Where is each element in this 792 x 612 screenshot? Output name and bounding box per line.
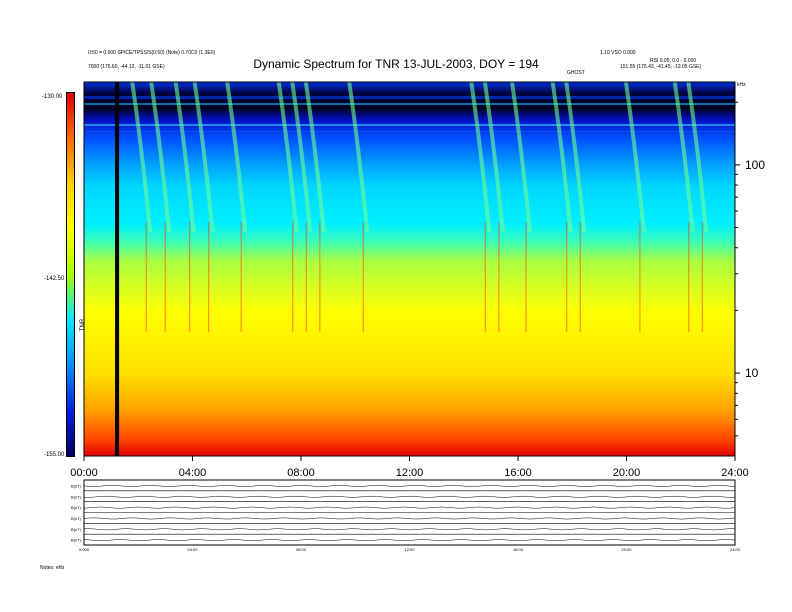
type-iii-burst	[482, 81, 505, 233]
type-iii-burst	[225, 81, 248, 233]
colorbar-gradient	[67, 93, 74, 456]
x-tick-label: 12:00	[396, 467, 424, 479]
panel-trace	[83, 495, 736, 498]
band-artifact	[84, 131, 735, 132]
type-iii-burst	[130, 81, 153, 233]
y-axis-ticks: 10 100	[735, 101, 765, 437]
band-artifact	[84, 124, 735, 126]
panel-x-tick-label: 20:00	[621, 547, 632, 552]
info-left-line-2: 7000 (175.60, -44.13, -11.01 GSE)	[88, 64, 165, 70]
panel-x-tick-label: 0:000	[79, 547, 90, 552]
x-tick-label: 08:00	[287, 467, 315, 479]
panel-x-tick-label: 08:00	[296, 547, 307, 552]
data-gap	[115, 82, 120, 456]
units-label: kHz	[737, 82, 746, 88]
panel-trace	[83, 539, 736, 541]
panel-label: B(nT)	[71, 516, 82, 521]
band-artifact	[84, 103, 735, 105]
y-tick-label: 100	[745, 158, 765, 172]
lower-panels: B(nT) B(nT) B(nT) B(nT) B(nT) B(nT) 0:000 04:00…	[71, 479, 741, 552]
colorbar	[66, 92, 75, 457]
type-iii-burst	[672, 81, 695, 233]
panel-x-tick-label: 04:00	[187, 547, 198, 552]
panel-label: B(nT)	[71, 527, 82, 532]
panel-label: B(nT)	[71, 505, 82, 510]
x-axis-ticks: 00:00 04:00 08:00 12:00 16:00 20:00 24:00	[70, 456, 749, 479]
event-label: GHOST	[567, 70, 585, 76]
type-iii-burst	[564, 81, 587, 233]
panel-label: B(nT)	[71, 538, 82, 543]
type-iii-burst	[303, 81, 326, 233]
spectrogram-background	[84, 82, 735, 456]
type-iii-burst	[550, 81, 573, 233]
panel-label: B(nT)	[71, 494, 82, 499]
info-left-line-1: 0:50 = 0.000 SPICE/TPSS/S(0:50) (Note) 0…	[88, 50, 216, 56]
colorbar-mid-label: -142.50	[44, 276, 65, 282]
info-right-line-2: RSI 0.05, 0.0 - 0.000	[650, 58, 697, 64]
x-tick-label: 04:00	[179, 467, 207, 479]
band-artifact	[84, 96, 735, 99]
panel-x-tick-label: 16:00	[513, 547, 524, 552]
type-iii-burst	[347, 81, 370, 233]
type-iii-burst	[510, 81, 532, 233]
type-iii-burst	[149, 81, 172, 233]
type-iii-burst	[469, 81, 492, 233]
colorbar-min-label: -155.00	[44, 452, 65, 458]
type-iii-burst	[192, 81, 215, 233]
panel-trace	[83, 528, 736, 531]
panel-x-tick-label: 24:00	[730, 547, 741, 552]
spectrogram-plot-area	[83, 81, 736, 457]
x-tick-label: 24:00	[721, 467, 749, 479]
panel-label: B(nT)	[71, 483, 82, 488]
y-tick-label: 10	[745, 366, 759, 380]
info-right-line-1: 1.10 VSO 0.000	[600, 50, 636, 56]
chart-title: Dynamic Spectrum for TNR 13-JUL-2003, DO…	[253, 57, 539, 71]
colorbar-max-label: -130.00	[42, 94, 63, 100]
type-iii-burst	[276, 81, 299, 233]
info-right-line-3: 151.55 (175.43, -41.45, -12.05 GSE)	[620, 64, 702, 70]
type-iii-burst	[623, 81, 646, 233]
panel-x-tick-label: 12:00	[404, 547, 415, 552]
footer-notes: Notes: ehb	[40, 565, 65, 571]
panel-trace	[83, 517, 736, 520]
type-iii-burst	[290, 81, 313, 233]
panel-trace	[83, 485, 736, 487]
x-tick-label: 20:00	[613, 467, 641, 479]
x-tick-label: 16:00	[504, 467, 532, 479]
x-tick-label: 00:00	[70, 467, 98, 479]
type-iii-burst	[686, 81, 709, 233]
panel-trace	[83, 506, 736, 509]
type-iii-burst	[173, 81, 196, 233]
